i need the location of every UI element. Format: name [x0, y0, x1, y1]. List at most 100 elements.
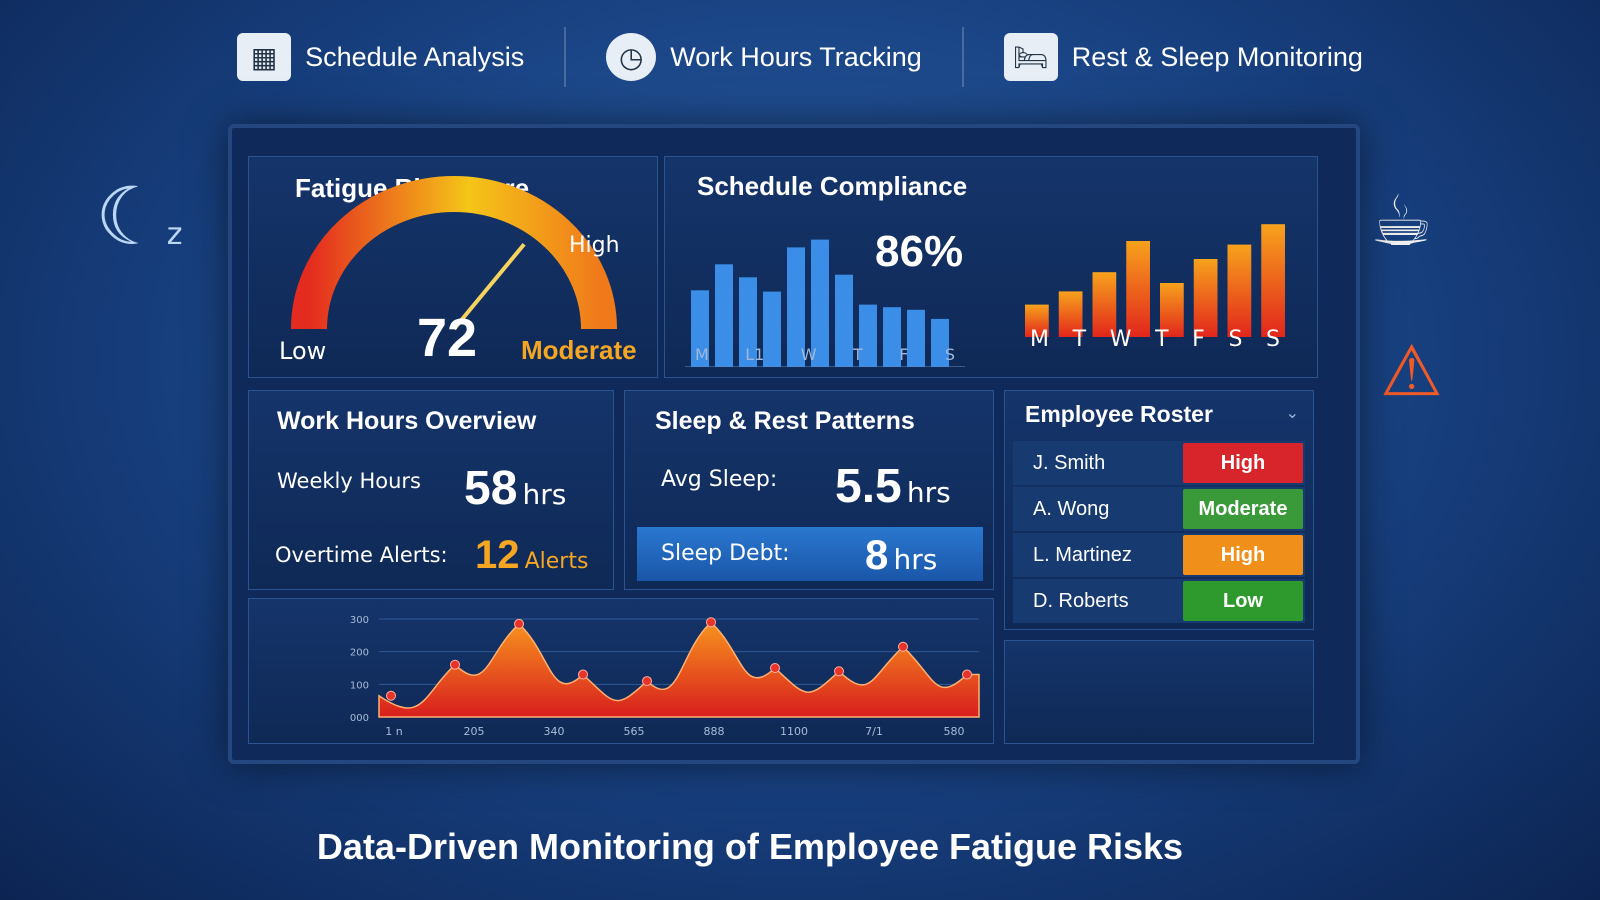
- x-tick-label: W: [1109, 327, 1132, 352]
- data-point: [898, 641, 908, 652]
- caption: Data-Driven Monitoring of Employee Fatig…: [316, 826, 1184, 867]
- panel-title: Schedule Compliance: [697, 171, 968, 201]
- overtime-unit: Alerts: [524, 549, 589, 574]
- overtime-value: 12: [475, 533, 520, 577]
- panel-title: Work Hours Overview: [277, 407, 537, 435]
- weekly-hours-value: 58: [464, 462, 518, 515]
- roster-row[interactable]: D. Roberts Low: [1013, 579, 1305, 623]
- weekly-bar: [1126, 241, 1150, 337]
- y-tick-label: 000: [350, 713, 369, 724]
- sleep-debt-value: 8: [865, 531, 889, 578]
- x-tick-label: 888: [704, 725, 725, 738]
- fatigue-gauge: [291, 176, 617, 331]
- employee-roster-panel: Employee Roster ⌄ J. Smith High A. Wong Mod…: [1004, 390, 1314, 630]
- roster-row[interactable]: A. Wong Moderate: [1013, 487, 1305, 531]
- moon-sleep-icon: ☾z: [95, 170, 183, 263]
- fatigue-score: 72: [417, 308, 478, 368]
- x-tick-label: S: [1266, 327, 1280, 352]
- nav-label: Rest & Sleep Monitoring: [1071, 41, 1363, 72]
- x-tick-label: 340: [544, 725, 565, 738]
- nav-work-hours-tracking[interactable]: ◷ Work Hours Tracking: [566, 27, 964, 87]
- x-tick-label: S: [1228, 327, 1243, 352]
- nav-rest-sleep-monitoring[interactable]: 🛏 Rest & Sleep Monitoring: [964, 27, 1403, 87]
- compliance-bar-chart: [685, 239, 965, 367]
- x-tick-label: 7/1: [865, 725, 883, 738]
- weekly-hours-unit: hrs: [522, 478, 567, 511]
- gauge-high-label: High: [569, 233, 620, 258]
- y-tick-label: 100: [350, 680, 369, 691]
- compliance-bar: [835, 274, 853, 367]
- data-point: [834, 666, 844, 677]
- overtime-label: Overtime Alerts:: [275, 543, 448, 567]
- compliance-bar: [907, 309, 925, 367]
- top-nav: ▦ Schedule Analysis ◷ Work Hours Tracking …: [0, 22, 1600, 92]
- data-point: [642, 676, 652, 687]
- x-tick-label: 565: [624, 725, 645, 738]
- coffee-cup-icon: ☕: [1370, 180, 1433, 262]
- data-point: [770, 663, 780, 673]
- x-tick-label: 1100: [780, 725, 808, 738]
- gauge-low-label: Low: [279, 337, 327, 365]
- compliance-bar: [715, 264, 733, 367]
- risk-badge: High: [1183, 443, 1303, 483]
- fatigue-risk-panel: Fatigue Risk Score Low High 72 Moderate: [248, 156, 658, 378]
- x-tick-label: L1: [745, 345, 765, 364]
- data-point: [450, 659, 460, 670]
- work-hours-panel: Work Hours Overview Weekly Hours 58 hrs …: [248, 390, 614, 590]
- sleep-debt-label: Sleep Debt:: [661, 541, 790, 566]
- bed-icon: 🛏: [1003, 33, 1058, 81]
- nav-label: Work Hours Tracking: [670, 41, 922, 72]
- compliance-bar: [739, 277, 757, 367]
- y-tick-label: 200: [350, 648, 369, 659]
- sleep-rest-panel: Sleep & Rest Patterns Avg Sleep: 5.5 hrs…: [624, 390, 994, 590]
- avg-sleep-label: Avg Sleep:: [661, 467, 778, 492]
- compliance-bar: [763, 291, 781, 367]
- panel-title: Sleep & Rest Patterns: [655, 407, 915, 435]
- x-tick-label: F: [899, 345, 909, 364]
- compliance-bar: [691, 290, 709, 367]
- avg-sleep-unit: hrs: [906, 476, 951, 509]
- weekly-bar: [1025, 304, 1049, 337]
- weekly-bar: [1160, 283, 1184, 337]
- panel-title: Employee Roster: [1025, 401, 1213, 427]
- weekly-bar: [1261, 224, 1285, 337]
- risk-badge: High: [1183, 535, 1303, 575]
- compliance-bar: [931, 318, 949, 367]
- risk-badge: Moderate: [1183, 489, 1303, 529]
- trend-area-chart: 300 200 100 000 1 n 205 340 565 888 1100 7/1 580: [350, 615, 980, 738]
- employee-name: L. Martinez: [1033, 544, 1132, 566]
- roster-row[interactable]: J. Smith High: [1013, 441, 1305, 485]
- employee-name: A. Wong: [1033, 498, 1110, 520]
- employee-name: J. Smith: [1033, 452, 1106, 474]
- compliance-bar: [859, 304, 877, 367]
- x-tick-label: T: [853, 345, 863, 364]
- dashboard-screen: Fatigue Risk Score Low High 72 Moderate …: [228, 124, 1360, 764]
- weekly-bar: [1227, 244, 1252, 337]
- x-tick-label: M: [1030, 327, 1049, 352]
- placeholder-widgets: [1004, 640, 1314, 744]
- weekly-bar: [1058, 291, 1083, 337]
- data-point: [514, 618, 524, 629]
- data-point: [386, 690, 396, 701]
- sleep-debt-bar: Sleep Debt: 8 hrs: [637, 527, 983, 581]
- data-point: [578, 669, 588, 680]
- compliance-bar: [811, 239, 829, 367]
- x-tick-label: 1 n: [385, 725, 402, 738]
- x-tick-label: M: [695, 345, 709, 364]
- warning-icon: ⚠: [1380, 330, 1443, 412]
- gauge-needle: [452, 242, 526, 331]
- nav-schedule-analysis[interactable]: ▦ Schedule Analysis: [197, 27, 567, 87]
- calendar-clock-icon: ▦: [237, 33, 292, 81]
- weekly-bar: [1193, 259, 1218, 337]
- risk-badge: Low: [1183, 581, 1303, 621]
- roster-row[interactable]: L. Martinez High: [1013, 533, 1305, 577]
- sleep-debt-unit: hrs: [893, 543, 938, 576]
- weekly-bar: [1092, 272, 1117, 337]
- chevron-down-icon[interactable]: ⌄: [1285, 403, 1299, 422]
- data-point: [962, 669, 972, 680]
- compliance-percent: 86%: [875, 227, 964, 276]
- data-point: [706, 617, 716, 628]
- x-tick-label: 205: [464, 725, 485, 738]
